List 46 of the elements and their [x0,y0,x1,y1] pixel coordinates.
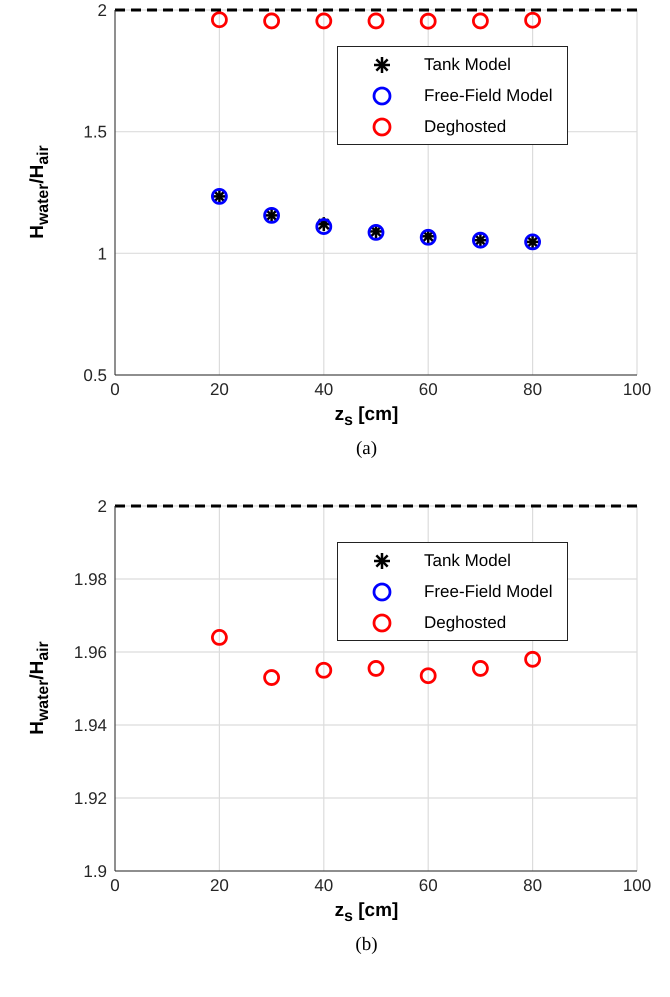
text: (b) [354,934,379,956]
y-tick-label: 1 [98,244,107,264]
legend-label: Tank Model [424,54,511,74]
x-axis-title: z$_{s}$ [cm] [334,900,400,926]
point [211,629,228,646]
point [472,660,489,677]
x-tick-label: 40 [314,876,334,896]
point [420,667,437,684]
y-tick-label: 1.94 [74,716,107,736]
y-tick-label: 2 [98,1,107,20]
x-tick-label: 60 [418,380,438,400]
x-tick-label: 0 [110,380,120,400]
x-tick-label: 80 [523,380,542,400]
x-axis-title: z$_{s}$ [cm] [334,404,400,430]
point [263,669,280,686]
x-tick-label: 20 [210,380,229,400]
point [211,11,228,28]
point [315,662,332,679]
legend-label: Tank Model [424,550,511,570]
point [420,12,437,30]
point [368,12,384,30]
x-tick-label: 60 [418,876,438,896]
point [472,12,489,30]
x-tick-label: 80 [523,876,542,896]
y-tick-label: 1.92 [74,789,107,808]
x-tick-label: 100 [622,876,652,896]
point [263,12,280,30]
point [524,650,541,668]
y-tick-label: 1.98 [74,570,107,590]
y-tick-label: 1.5 [83,122,107,142]
legend-label: Deghosted [424,116,506,136]
x-tick-label: 40 [314,380,334,400]
legend-label: Deghosted [424,612,506,632]
x-tick-label: 100 [622,380,652,400]
text: (a) [354,438,378,460]
legend-label: Free-Field Model [424,86,552,106]
point [315,12,332,30]
y-tick-label: 1.9 [83,862,107,882]
x-tick-label: 0 [110,876,120,896]
y-tick-label: 0.5 [83,366,107,386]
legend-label: Free-Field Model [424,582,552,602]
point [524,12,541,29]
point [368,660,384,677]
y-tick-label: 2 [98,497,107,516]
y-tick-label: 1.96 [74,643,107,662]
x-tick-label: 20 [210,876,229,896]
